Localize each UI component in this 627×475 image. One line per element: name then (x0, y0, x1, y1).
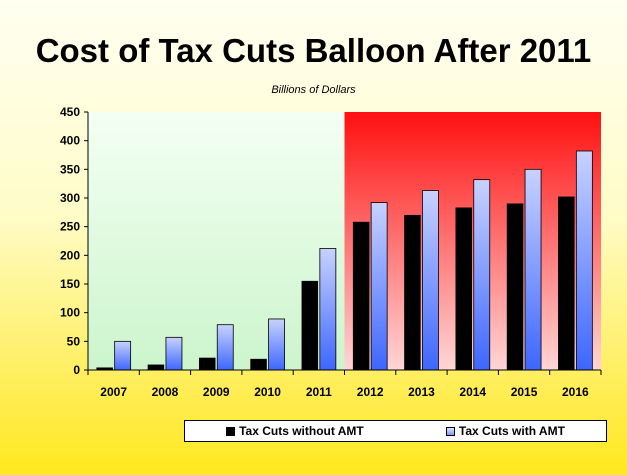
y-tick-label: 200 (60, 248, 80, 262)
y-tick-label: 250 (60, 220, 80, 234)
chart-title: Cost of Tax Cuts Balloon After 2011 (35, 32, 592, 69)
x-tick-label: 2015 (511, 385, 538, 399)
y-tick-label: 450 (60, 105, 80, 119)
y-tick-label: 400 (60, 134, 80, 148)
chart-legend: Tax Cuts without AMT Tax Cuts with AMT (184, 420, 607, 442)
chart-subtitle: Billions of Dollars (271, 84, 356, 96)
bar-without-amt-2008 (147, 364, 165, 371)
bar-without-amt-2010 (250, 358, 267, 371)
x-tick-label: 2008 (152, 385, 179, 399)
x-tick-label: 2012 (357, 385, 384, 399)
y-tick-label: 0 (73, 363, 80, 377)
y-tick-label: 350 (60, 162, 80, 176)
bar-with-amt-2010 (268, 318, 285, 371)
x-tick-label: 2010 (254, 385, 281, 399)
legend-label-without-amt: Tax Cuts without AMT (239, 424, 364, 438)
bar-with-amt-2015 (524, 168, 542, 371)
bar-without-amt-2012 (352, 221, 370, 371)
legend-item-without-amt: Tax Cuts without AMT (226, 424, 364, 438)
bar-with-amt-2007 (114, 340, 132, 371)
y-tick-label: 300 (60, 191, 80, 205)
legend-item-with-amt: Tax Cuts with AMT (445, 424, 565, 438)
bar-with-amt-2009 (216, 324, 234, 371)
bar-with-amt-2011 (319, 248, 337, 371)
legend-label-with-amt: Tax Cuts with AMT (458, 424, 565, 438)
y-tick-label: 150 (60, 277, 80, 291)
x-tick-label: 2014 (459, 385, 486, 399)
y-tick-label: 100 (60, 306, 80, 320)
legend-swatch-with-amt (445, 426, 455, 436)
x-tick-label: 2011 (306, 385, 332, 399)
bar-with-amt-2012 (370, 202, 388, 371)
x-tick-label: 2009 (203, 385, 230, 399)
y-tick-label: 50 (67, 334, 81, 348)
x-tick-label: 2013 (408, 385, 435, 399)
legend-swatch-without-amt (226, 426, 236, 436)
bar-with-amt-2016 (575, 150, 593, 371)
bar-without-amt-2013 (404, 214, 421, 371)
x-tick-label: 2016 (562, 385, 589, 399)
bar-without-amt-2011 (301, 280, 319, 371)
bar-without-amt-2016 (558, 196, 575, 371)
bar-without-amt-2009 (199, 357, 216, 371)
x-tick-label: 2007 (100, 385, 127, 399)
bar-with-amt-2014 (473, 179, 491, 371)
bar-with-amt-2008 (165, 336, 183, 371)
bar-with-amt-2013 (422, 190, 439, 371)
bar-without-amt-2015 (506, 203, 524, 371)
bar-without-amt-2014 (455, 207, 472, 371)
